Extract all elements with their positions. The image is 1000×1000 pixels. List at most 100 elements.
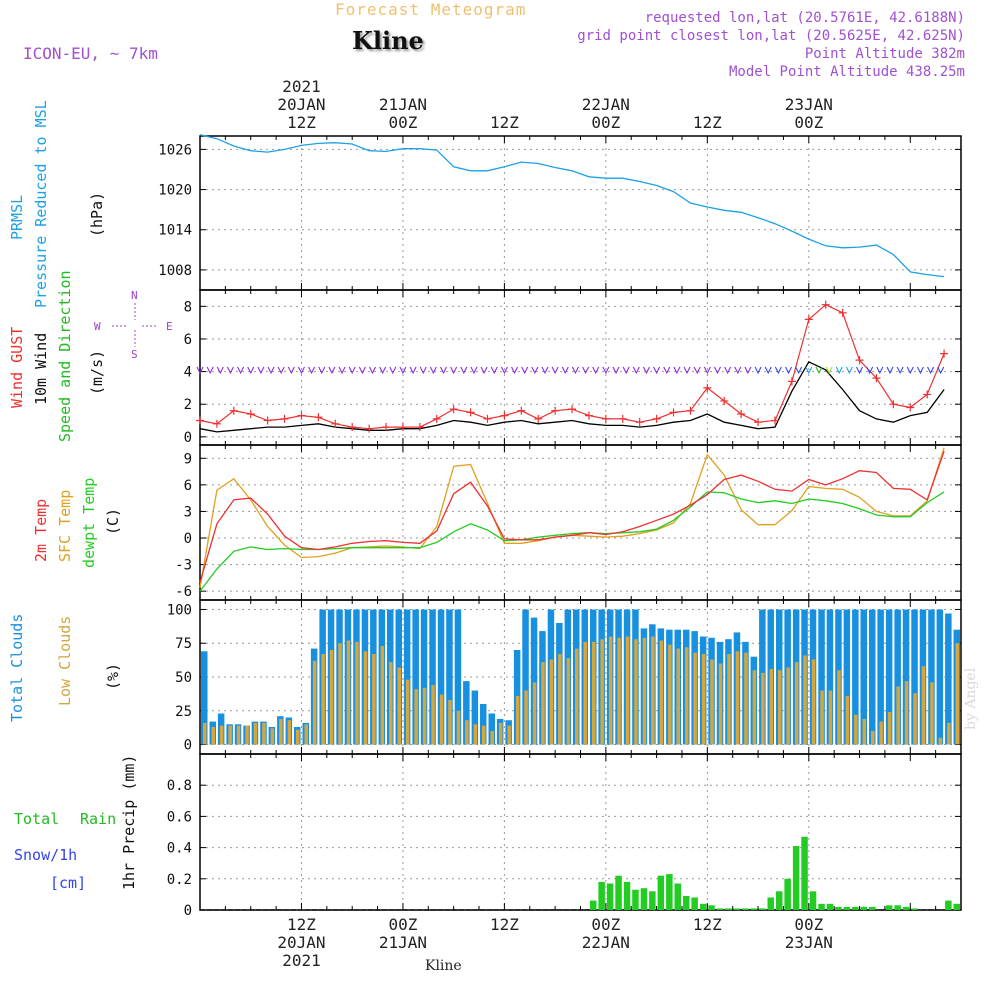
rain-bar bbox=[666, 874, 673, 910]
wind-direction-arrow bbox=[896, 366, 904, 375]
rain-bar bbox=[843, 906, 851, 910]
total-clouds-bar bbox=[463, 681, 470, 745]
low-clouds-bar bbox=[431, 685, 435, 745]
footer-station-name: Kline bbox=[425, 958, 462, 974]
low-clouds-bar bbox=[541, 662, 545, 745]
wind-direction-arrow bbox=[713, 366, 721, 375]
wind-direction-arrow bbox=[419, 366, 427, 375]
compass-s: S bbox=[131, 348, 138, 361]
wind-direction-arrow bbox=[724, 366, 732, 375]
wind-direction-arrow bbox=[734, 366, 742, 375]
wind-direction-arrow bbox=[612, 366, 620, 375]
low-clouds-bar bbox=[448, 700, 452, 745]
rain-bar bbox=[674, 883, 681, 910]
y-tick-label: 1026 bbox=[158, 142, 192, 158]
total-clouds-bar bbox=[860, 609, 867, 745]
wind-direction-arrow bbox=[916, 366, 924, 375]
rain-bar bbox=[852, 906, 859, 910]
low-clouds-bar bbox=[482, 725, 486, 745]
low-clouds-bar bbox=[904, 681, 909, 745]
time-axis-bottom-label: 22JAN bbox=[582, 933, 630, 952]
low-clouds-bar bbox=[854, 714, 858, 745]
wind-direction-arrow bbox=[845, 366, 853, 375]
low-clouds-bar bbox=[701, 654, 706, 745]
low-clouds-bar bbox=[329, 650, 334, 745]
low-clouds-bar bbox=[752, 670, 757, 745]
total-clouds-bar bbox=[894, 609, 901, 745]
rain-bar bbox=[869, 906, 876, 910]
low-clouds-bar bbox=[879, 721, 883, 745]
time-axis-top-label: 00Z bbox=[794, 113, 823, 132]
wind-gust-point bbox=[331, 419, 340, 428]
wind-direction-arrow bbox=[470, 366, 478, 375]
y-tick-label: 25 bbox=[175, 704, 192, 720]
wind-direction-arrow bbox=[632, 366, 640, 375]
low-clouds-bar bbox=[279, 718, 283, 745]
compass-e: E bbox=[166, 320, 173, 333]
wind-direction-arrow bbox=[744, 366, 752, 375]
wind-gust-point bbox=[821, 300, 830, 309]
low-clouds-bar bbox=[871, 731, 875, 745]
rain-bar bbox=[640, 888, 648, 910]
rain-bar bbox=[784, 878, 791, 910]
wind-direction-arrow bbox=[825, 366, 833, 375]
rain-bar bbox=[683, 896, 690, 910]
rain-bar bbox=[725, 908, 732, 910]
total-clouds-bar bbox=[412, 609, 419, 745]
precip-snow-label: Snow/1h bbox=[14, 846, 78, 864]
total-clouds-bar bbox=[843, 609, 851, 745]
time-axis-top-label: 00Z bbox=[388, 113, 417, 132]
low-clouds-bar bbox=[794, 662, 799, 745]
low-clouds-bar bbox=[845, 695, 850, 745]
wind-direction-arrow bbox=[450, 366, 458, 375]
rain-bar bbox=[826, 903, 834, 910]
chart-supertitle: Forecast Meteogram bbox=[335, 0, 527, 19]
total-clouds-bar bbox=[826, 609, 834, 745]
wind-gust-point bbox=[940, 349, 949, 358]
wind-direction-arrow bbox=[795, 366, 803, 375]
wind-gust-point bbox=[872, 374, 881, 383]
low-clouds-bar bbox=[405, 679, 410, 745]
wind-direction-arrow bbox=[703, 366, 711, 375]
low-clouds-bar bbox=[389, 662, 393, 745]
wind-direction-arrow bbox=[348, 366, 356, 375]
low-clouds-bar bbox=[913, 693, 917, 745]
wind-direction-arrow bbox=[815, 366, 823, 375]
low-clouds-bar bbox=[761, 672, 765, 745]
wind-direction-arrow bbox=[206, 366, 214, 375]
wind-direction-arrow bbox=[876, 366, 884, 375]
wind-gust-point bbox=[382, 423, 391, 432]
low-clouds-bar bbox=[811, 659, 816, 745]
wind-direction-arrow bbox=[582, 366, 590, 375]
rain-bar bbox=[860, 906, 867, 910]
wind-direction-arrow bbox=[490, 366, 498, 375]
total-clouds-bar bbox=[420, 609, 428, 745]
wind-direction-arrow bbox=[267, 366, 275, 375]
wind-gust-point bbox=[889, 400, 898, 409]
wind-direction-arrow bbox=[774, 366, 782, 375]
wind-gust-point bbox=[601, 414, 610, 423]
low-clouds-bar bbox=[346, 640, 351, 745]
rain-bar bbox=[699, 903, 707, 910]
precip-rain-label: Rain bbox=[80, 810, 117, 828]
y-tick-label: 100 bbox=[167, 602, 192, 618]
low-clouds-bar bbox=[786, 667, 790, 745]
rain-bar bbox=[657, 875, 665, 910]
wind-direction-arrow bbox=[805, 366, 813, 375]
low-clouds-bar bbox=[524, 690, 528, 745]
total-clouds-bar bbox=[201, 651, 208, 745]
low-clouds-bar bbox=[321, 654, 325, 745]
wind-gust-point bbox=[855, 356, 864, 365]
compass-w: W bbox=[94, 320, 101, 333]
rain-bar bbox=[885, 905, 893, 910]
wind-direction-arrow bbox=[460, 366, 468, 375]
low-clouds-bar bbox=[422, 687, 427, 745]
wind-gust-point bbox=[280, 414, 289, 423]
compass-n: N bbox=[131, 289, 138, 302]
rain-bar bbox=[750, 908, 758, 910]
wind-direction-arrow bbox=[318, 366, 326, 375]
low-clouds-bar bbox=[507, 725, 511, 745]
wind-gust-point bbox=[635, 418, 644, 427]
wind-gust-point bbox=[787, 377, 796, 386]
